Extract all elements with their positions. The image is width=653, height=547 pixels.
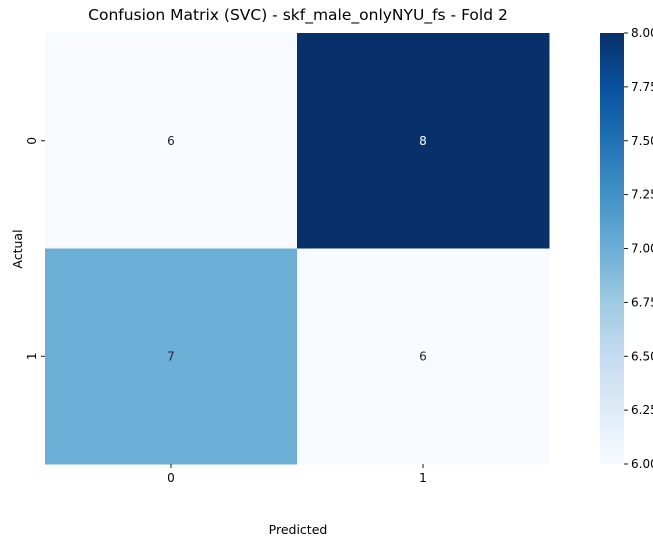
colorbar-tick-label: 8.00 <box>631 26 653 40</box>
heatmap-cell <box>45 248 298 465</box>
y-axis-label: Actual <box>10 229 25 268</box>
colorbar-tick-label: 7.00 <box>631 242 653 256</box>
x-axis-label: Predicted <box>269 522 328 537</box>
colorbar-ticks: 6.00 6.25 6.50 6.75 7.00 7.25 7.50 7.75 8.00 <box>624 26 653 471</box>
colorbar-tick-label: 7.50 <box>631 134 653 148</box>
colorbar-tick-label: 7.25 <box>631 188 653 202</box>
heatmap-cell <box>297 248 550 465</box>
y-axis-ticks: 01 <box>25 137 45 360</box>
heatmap-cell <box>45 33 298 249</box>
colorbar-tick-label: 6.00 <box>631 457 653 471</box>
colorbar-tick-label: 7.75 <box>631 80 653 94</box>
colorbar-tick-label: 6.75 <box>631 295 653 309</box>
y-tick-label: 0 <box>25 137 39 145</box>
x-tick-label: 0 <box>167 471 175 485</box>
cell-annotation: 8 <box>419 134 427 148</box>
heatmap-cells <box>45 33 550 465</box>
cell-annotations: 6 8 7 6 <box>167 134 427 364</box>
cell-annotation: 6 <box>419 349 427 363</box>
cell-annotation: 7 <box>167 349 175 363</box>
heatmap-cell <box>297 33 550 249</box>
colorbar <box>600 33 624 464</box>
chart-title: Confusion Matrix (SVC) - skf_male_onlyNY… <box>88 6 508 25</box>
y-tick-label: 1 <box>25 352 39 360</box>
x-tick-label: 1 <box>419 471 427 485</box>
colorbar-tick-label: 6.50 <box>631 349 653 363</box>
colorbar-tick-label: 6.25 <box>631 403 653 417</box>
cell-annotation: 6 <box>167 134 175 148</box>
